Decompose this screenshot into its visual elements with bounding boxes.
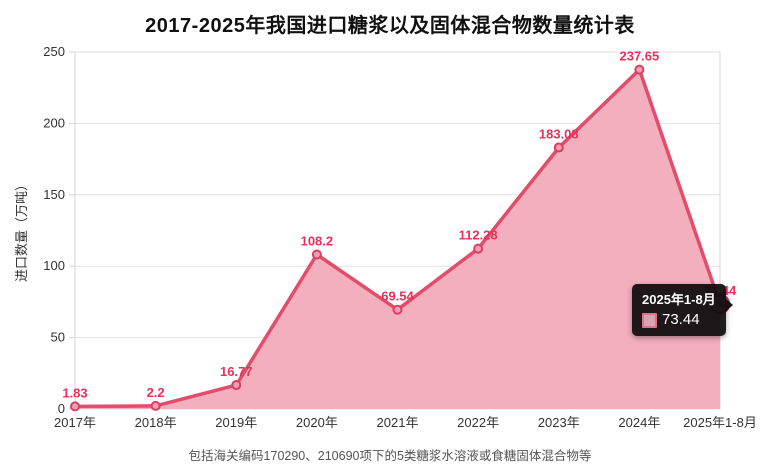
tooltip-title: 2025年1-8月 <box>642 292 716 307</box>
tooltip: 2025年1-8月 73.44 <box>632 284 733 336</box>
y-axis-title: 进口数量（万吨） <box>14 178 29 282</box>
value-label: 183.08 <box>539 127 579 142</box>
value-label: 108.2 <box>301 233 334 248</box>
y-tick-label: 150 <box>43 187 65 202</box>
x-tick-label: 2019年 <box>215 415 257 430</box>
x-tick-label: 2025年1-8月 <box>683 415 757 430</box>
chart-title: 2017-2025年我国进口糖浆以及固体混合物数量统计表 <box>145 15 635 37</box>
y-tick-label: 50 <box>51 330 65 345</box>
tooltip-value: 73.44 <box>662 311 700 328</box>
value-label: 237.65 <box>619 49 659 64</box>
y-tick-label: 200 <box>43 115 65 130</box>
x-tick-label: 2022年 <box>457 415 499 430</box>
y-tick-label: 0 <box>58 401 65 416</box>
value-label: 1.83 <box>62 385 87 400</box>
data-point[interactable] <box>634 64 645 75</box>
data-point[interactable] <box>150 400 161 411</box>
x-tick-label: 2017年 <box>54 415 96 430</box>
data-point[interactable] <box>231 380 242 391</box>
value-label: 112.28 <box>459 228 498 243</box>
x-tick-label: 2021年 <box>377 415 419 430</box>
data-point[interactable] <box>553 142 564 153</box>
data-point[interactable] <box>392 304 403 315</box>
x-tick-label: 2024年 <box>618 415 660 430</box>
value-label: 2.2 <box>147 385 165 400</box>
y-tick-label: 250 <box>43 44 65 59</box>
x-tick-label: 2020年 <box>296 415 338 430</box>
y-tick-label: 100 <box>43 258 65 273</box>
x-tick-label: 2018年 <box>135 415 177 430</box>
area-fill <box>75 69 720 409</box>
value-label: 16.77 <box>220 364 253 379</box>
data-point[interactable] <box>70 401 80 412</box>
tooltip-series-row: 73.44 <box>642 312 716 328</box>
data-point[interactable] <box>473 243 484 254</box>
footnote: 包括海关编码170290、210690项下的5类糖浆水溶液或食糖固体混合物等 <box>188 449 592 463</box>
series-swatch-icon <box>642 312 657 328</box>
data-point[interactable] <box>311 249 322 260</box>
x-tick-label: 2023年 <box>538 415 580 430</box>
tooltip-arrow-icon <box>724 298 733 312</box>
value-label: 69.54 <box>381 289 414 304</box>
